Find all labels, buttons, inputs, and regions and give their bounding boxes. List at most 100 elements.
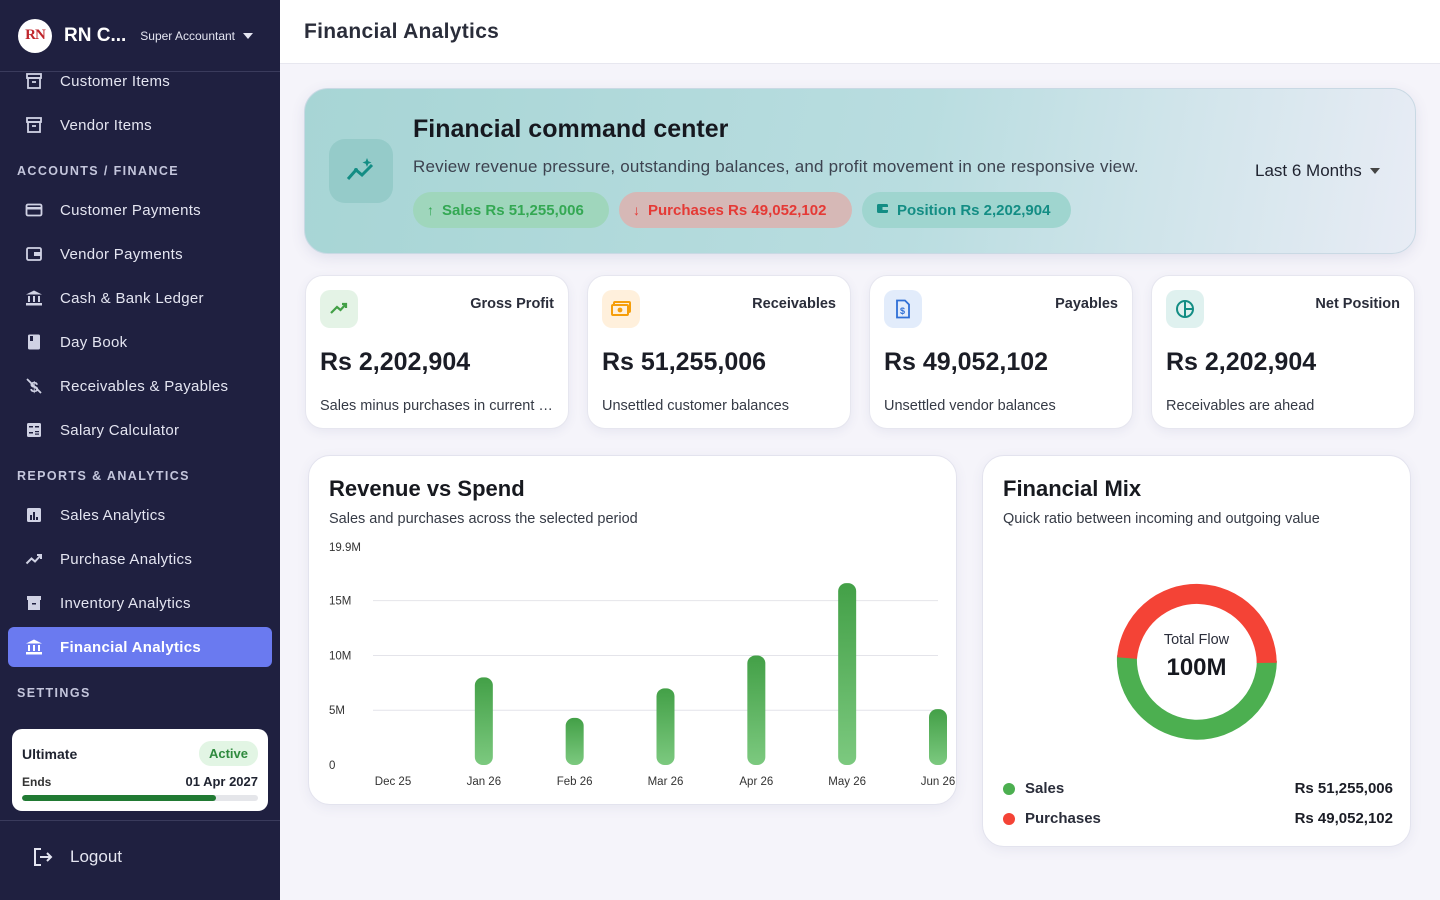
donut-center-value: 100M xyxy=(1166,654,1227,681)
kpi-label: Payables xyxy=(1055,296,1118,312)
calculator-icon xyxy=(24,420,44,440)
legend-value: Rs 51,255,006 xyxy=(1294,780,1393,797)
donut-center-label: Total Flow xyxy=(1163,632,1230,648)
legend-name: Sales xyxy=(1025,780,1065,797)
sidebar-item-label: Day Book xyxy=(60,333,128,351)
x-tick-label: Jun 26 xyxy=(921,776,956,788)
sidebar: RN RN C... Super Accountant Customer Ite… xyxy=(0,0,280,900)
kpi-label: Net Position xyxy=(1315,296,1400,312)
sidebar-item-label: Cash & Bank Ledger xyxy=(60,289,204,307)
kpi-description: Sales minus purchases in current period xyxy=(320,398,556,414)
credit-card-icon xyxy=(24,200,44,220)
kpi-description: Unsettled customer balances xyxy=(602,398,789,414)
sidebar-item-inventory-analytics[interactable]: Inventory Analytics xyxy=(8,583,272,623)
x-tick-label: Jan 26 xyxy=(467,776,502,788)
hero-subtitle: Review revenue pressure, outstanding bal… xyxy=(413,157,1139,176)
kpi-description: Receivables are ahead xyxy=(1166,398,1315,414)
kpi-card-gross-profit: Gross Profit Rs 2,202,904 Sales minus pu… xyxy=(305,275,569,429)
bar xyxy=(656,688,675,765)
hero-banner: Financial command center Review revenue … xyxy=(304,88,1416,254)
insights-icon xyxy=(329,139,393,203)
sidebar-item-customer-items[interactable]: Customer Items xyxy=(8,61,272,101)
trending-up-icon xyxy=(320,290,358,328)
role-label: Super Accountant xyxy=(140,28,236,43)
position-chip-label: Position Rs 2,202,904 xyxy=(897,201,1051,219)
financial-mix-donut xyxy=(1116,583,1277,740)
sidebar-item-label: Sales Analytics xyxy=(60,506,166,524)
sales-chip: ↑ Sales Rs 51,255,006 xyxy=(413,192,609,228)
kpi-value: Rs 51,255,006 xyxy=(602,348,767,376)
sidebar-item-vendor-payments[interactable]: Vendor Payments xyxy=(8,234,272,274)
donut-slice xyxy=(1117,583,1277,664)
legend-dot xyxy=(1003,812,1015,825)
sidebar-item-vendor-items[interactable]: Vendor Items xyxy=(8,105,272,145)
trending-up-icon xyxy=(24,549,44,569)
svg-text:$: $ xyxy=(900,306,905,316)
y-tick-label: 19.9M xyxy=(329,542,361,554)
archive-icon xyxy=(24,71,44,91)
section-label-reports: REPORTS & ANALYTICS xyxy=(17,469,190,483)
bar xyxy=(838,583,857,765)
sidebar-header: RN RN C... Super Accountant xyxy=(0,0,280,72)
plan-progress-bar xyxy=(22,795,258,801)
subscription-card: Ultimate Active Ends 01 Apr 2027 xyxy=(12,729,268,811)
position-chip: Position Rs 2,202,904 xyxy=(862,192,1071,228)
sidebar-item-label: Vendor Items xyxy=(60,116,152,134)
kpi-card-receivables: Receivables Rs 51,255,006 Unsettled cust… xyxy=(587,275,851,429)
legend-item-sales: Sales Rs 51,255,006 xyxy=(1003,780,1393,797)
chevron-down-icon xyxy=(1369,168,1380,174)
bar xyxy=(929,709,947,765)
sidebar-item-cash-bank-ledger[interactable]: Cash & Bank Ledger xyxy=(8,278,272,318)
status-badge: Active xyxy=(198,741,258,766)
arrow-up-icon: ↑ xyxy=(427,202,434,218)
sidebar-item-sales-analytics[interactable]: Sales Analytics xyxy=(8,495,272,535)
logout-icon xyxy=(32,846,54,868)
logout-label: Logout xyxy=(70,847,122,866)
x-tick-label: Dec 25 xyxy=(375,776,411,788)
invoice-icon: $ xyxy=(884,290,922,328)
sidebar-item-receivables-payables[interactable]: $ Receivables & Payables xyxy=(8,366,272,406)
sidebar-item-label: Customer Payments xyxy=(60,201,201,219)
revenue-bar-chart: 0 5M 10M 15M 19.9M Dec 25 Jan 26 Feb 26 Mar 26 Ap… xyxy=(329,542,956,788)
sidebar-item-financial-analytics[interactable]: Financial Analytics xyxy=(8,627,272,667)
chart-title: Financial Mix xyxy=(1003,476,1142,501)
period-select[interactable]: Last 6 Months xyxy=(1255,161,1380,181)
plan-name: Ultimate xyxy=(22,745,78,762)
sidebar-item-label: Receivables & Payables xyxy=(60,377,229,395)
company-logo: RN xyxy=(18,18,52,53)
analytics-icon xyxy=(24,505,44,525)
y-tick-label: 0 xyxy=(329,760,335,772)
x-tick-label: Apr 26 xyxy=(739,776,773,788)
inventory-icon xyxy=(24,593,44,613)
sidebar-item-label: Salary Calculator xyxy=(60,421,180,439)
sidebar-item-label: Purchase Analytics xyxy=(60,550,193,568)
section-label-accounts: ACCOUNTS / FINANCE xyxy=(17,164,180,178)
sidebar-item-purchase-analytics[interactable]: Purchase Analytics xyxy=(8,539,272,579)
plan-ends-date: 01 Apr 2027 xyxy=(185,774,258,789)
sidebar-item-salary-calculator[interactable]: Salary Calculator xyxy=(8,410,272,450)
chart-subtitle: Quick ratio between incoming and outgoin… xyxy=(1003,511,1320,527)
bar xyxy=(565,717,584,765)
topbar: Financial Analytics xyxy=(280,0,1440,64)
sidebar-item-label: Vendor Payments xyxy=(60,245,183,263)
bar xyxy=(747,655,766,765)
sidebar-item-label: Inventory Analytics xyxy=(60,594,191,612)
section-label-settings: SETTINGS xyxy=(17,686,91,700)
donut-slice xyxy=(1116,655,1277,740)
company-name[interactable]: RN C... xyxy=(64,24,127,46)
y-tick-label: 10M xyxy=(329,650,351,662)
wallet-icon xyxy=(876,202,889,218)
y-tick-label: 5M xyxy=(329,705,345,717)
payments-icon xyxy=(602,290,640,328)
kpi-label: Receivables xyxy=(752,296,836,312)
sidebar-item-customer-payments[interactable]: Customer Payments xyxy=(8,190,272,230)
kpi-card-net-position: Net Position Rs 2,202,904 Receivables ar… xyxy=(1151,275,1415,429)
plan-ends-label: Ends xyxy=(22,774,52,789)
sidebar-item-day-book[interactable]: Day Book xyxy=(8,322,272,362)
role-selector[interactable]: Super Accountant xyxy=(140,28,254,43)
sidebar-item-label: Financial Analytics xyxy=(60,638,202,656)
wallet-icon xyxy=(24,244,44,264)
chart-title: Revenue vs Spend xyxy=(329,476,525,501)
logout-button[interactable]: Logout xyxy=(32,846,122,868)
chevron-down-icon xyxy=(243,33,254,40)
